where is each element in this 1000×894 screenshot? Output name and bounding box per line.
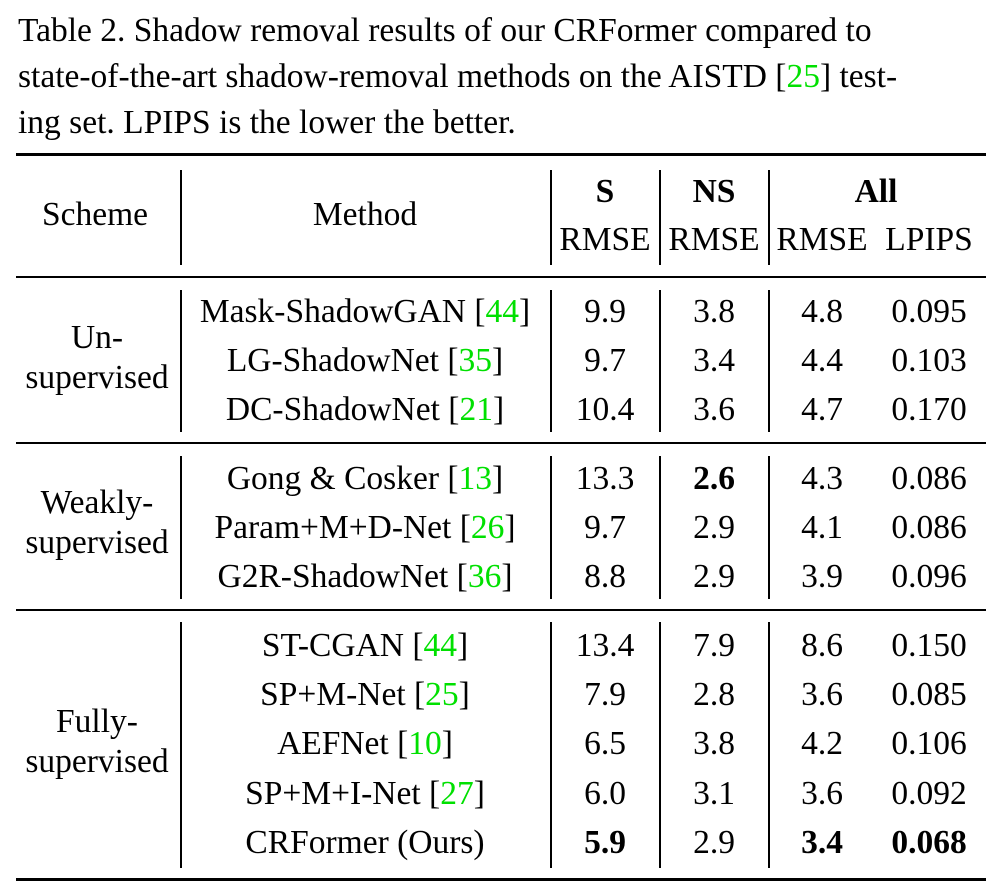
header-all: All (854, 173, 898, 210)
caption-line-1: Table 2. Shadow removal results of our C… (18, 12, 872, 49)
method-name: DC-ShadowNet [21] (225, 391, 505, 428)
header-all-lpips: LPIPS (885, 221, 973, 258)
citation-link[interactable]: 13 (458, 460, 493, 497)
caption-line-3: ing set. LPIPS is the lower the better. (18, 104, 516, 141)
bottom-rule (16, 878, 986, 881)
all-rmse: 4.4 (801, 342, 843, 379)
citation-link[interactable]: 25 (425, 676, 459, 713)
all-lpips: 0.095 (891, 293, 967, 330)
citation-link[interactable]: 25 (786, 58, 820, 95)
s-rmse: 10.4 (575, 391, 635, 428)
ns-rmse: 2.8 (693, 676, 735, 713)
all-lpips: 0.096 (891, 558, 967, 595)
s-rmse: 9.9 (584, 293, 626, 330)
all-lpips: 0.170 (891, 391, 967, 428)
s-rmse: 13.3 (575, 460, 635, 497)
scheme-label: Weakly- supervised (25, 484, 169, 561)
method-name: ST-CGAN [44] (261, 627, 469, 664)
ns-rmse: 2.9 (693, 824, 735, 861)
header-s-rmse: RMSE (559, 221, 651, 258)
header-ns-rmse: RMSE (668, 221, 760, 258)
all-rmse: 3.9 (801, 558, 843, 595)
s-rmse: 8.8 (584, 558, 626, 595)
citation-link[interactable]: 36 (467, 558, 502, 595)
ns-rmse: 2.9 (693, 558, 735, 595)
method-name: CRFormer (Ours) (245, 824, 485, 861)
all-lpips: 0.103 (891, 342, 967, 379)
all-lpips: 0.086 (891, 460, 967, 497)
ns-rmse: 3.6 (693, 391, 735, 428)
citation-link[interactable]: 21 (459, 391, 493, 428)
all-rmse: 3.4 (801, 824, 843, 861)
ns-rmse: 2.9 (693, 509, 735, 546)
all-lpips: 0.106 (891, 725, 967, 762)
all-rmse: 3.6 (801, 676, 843, 713)
top-rule (16, 153, 986, 156)
all-rmse: 4.3 (801, 460, 843, 497)
ns-rmse: 3.4 (693, 342, 735, 379)
header-rule (16, 276, 986, 278)
header-ns: NS (692, 173, 736, 210)
s-rmse: 9.7 (584, 509, 626, 546)
s-rmse: 6.0 (584, 775, 626, 812)
header-scheme: Scheme (41, 196, 149, 233)
header-s: S (595, 173, 615, 210)
table-caption: Table 2. Shadow removal results of our C… (18, 8, 986, 146)
header-all-rmse: RMSE (776, 221, 868, 258)
citation-link[interactable]: 35 (458, 342, 493, 379)
ns-rmse: 7.9 (693, 627, 735, 664)
method-name: LG-ShadowNet [35] (226, 342, 504, 379)
citation-link[interactable]: 44 (485, 293, 520, 330)
ns-rmse: 2.6 (693, 460, 735, 497)
ns-rmse: 3.1 (693, 775, 735, 812)
citation-link[interactable]: 26 (470, 509, 505, 546)
all-rmse: 4.1 (801, 509, 843, 546)
method-name: Mask-ShadowGAN [44] (199, 293, 531, 330)
s-rmse: 13.4 (575, 627, 635, 664)
all-rmse: 4.8 (801, 293, 843, 330)
all-lpips: 0.150 (891, 627, 967, 664)
all-rmse: 4.7 (801, 391, 843, 428)
group-rule-2 (16, 609, 986, 611)
s-rmse: 7.9 (584, 676, 626, 713)
method-name: Gong & Cosker [13] (226, 460, 504, 497)
all-lpips: 0.085 (891, 676, 967, 713)
all-lpips: 0.068 (891, 824, 967, 861)
header-method: Method (312, 196, 418, 233)
scheme-label: Un- supervised (25, 319, 169, 396)
ns-rmse: 3.8 (693, 725, 735, 762)
all-rmse: 4.2 (801, 725, 843, 762)
caption-line-2: state-of-the-art shadow-removal methods … (18, 58, 898, 95)
method-name: AEFNet [10] (277, 725, 453, 762)
citation-link[interactable]: 44 (423, 627, 457, 664)
method-name: SP+M-Net [25] (260, 676, 470, 713)
s-rmse: 5.9 (584, 824, 626, 861)
scheme-label: Fully- supervised (25, 703, 169, 780)
method-name: SP+M+I-Net [27] (245, 775, 485, 812)
s-rmse: 6.5 (584, 725, 626, 762)
group-rule-1 (16, 442, 986, 444)
all-lpips: 0.092 (891, 775, 967, 812)
s-rmse: 9.7 (584, 342, 626, 379)
ns-rmse: 3.8 (693, 293, 735, 330)
citation-link[interactable]: 27 (440, 775, 474, 812)
citation-link[interactable]: 10 (408, 725, 442, 762)
all-lpips: 0.086 (891, 509, 967, 546)
all-rmse: 3.6 (801, 775, 843, 812)
method-name: Param+M+D-Net [26] (214, 509, 516, 546)
method-name: G2R-ShadowNet [36] (217, 558, 513, 595)
all-rmse: 8.6 (801, 627, 843, 664)
